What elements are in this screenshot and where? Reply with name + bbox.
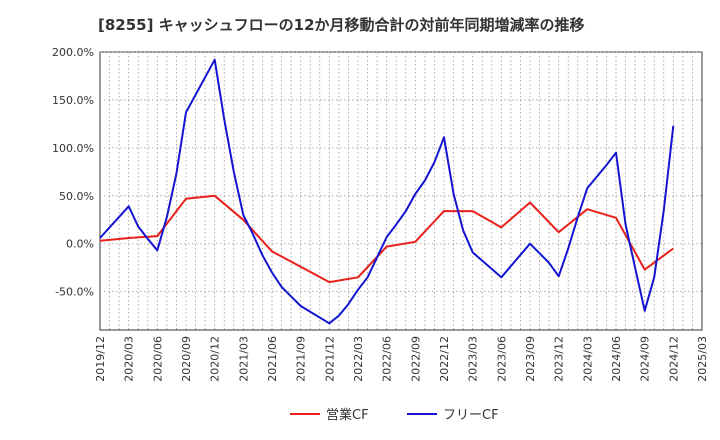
x-tick-label: 2020/09: [180, 336, 193, 382]
x-tick-label: 2020/12: [209, 336, 222, 382]
legend-label: 営業CF: [326, 407, 369, 423]
x-tick-label: 2022/12: [438, 336, 451, 382]
x-tick-label: 2022/09: [409, 336, 422, 382]
x-tick-label: 2025/03: [696, 336, 709, 382]
plot-frame: [99, 51, 703, 331]
y-tick-label: -50.0%: [55, 286, 94, 299]
x-tick-label: 2021/06: [266, 336, 279, 382]
y-tick-label: 150.0%: [52, 94, 94, 107]
x-tick-label: 2021/09: [295, 336, 308, 382]
x-tick-label: 2024/12: [667, 336, 680, 382]
chart-title: [8255] キャッシュフローの12か月移動合計の対前年同期増減率の推移: [98, 16, 585, 34]
x-tick-label: 2024/06: [610, 336, 623, 382]
legend-label: フリーCF: [443, 408, 499, 423]
x-tick-label: 2022/03: [352, 336, 365, 382]
x-tick-label: 2023/09: [524, 336, 537, 382]
x-tick-label: 2021/12: [323, 336, 336, 382]
x-tick-label: 2020/06: [151, 336, 164, 382]
y-tick-label: 100.0%: [52, 142, 94, 155]
x-tick-label: 2020/03: [123, 336, 136, 382]
x-tick-label: 2021/03: [237, 336, 250, 382]
x-tick-label: 2019/12: [94, 336, 107, 382]
x-tick-label: 2024/09: [639, 336, 652, 382]
x-tick-label: 2022/06: [381, 336, 394, 382]
y-tick-label: 0.0%: [66, 238, 94, 251]
series-line-free-cf: [99, 58, 675, 325]
x-tick-label: 2024/03: [581, 336, 594, 382]
y-tick-label: 200.0%: [52, 46, 94, 59]
x-tick-label: 2023/06: [495, 336, 508, 382]
x-tick-label: 2023/03: [467, 336, 480, 382]
y-tick-label: 50.0%: [59, 190, 94, 203]
x-tick-label: 2023/12: [553, 336, 566, 382]
